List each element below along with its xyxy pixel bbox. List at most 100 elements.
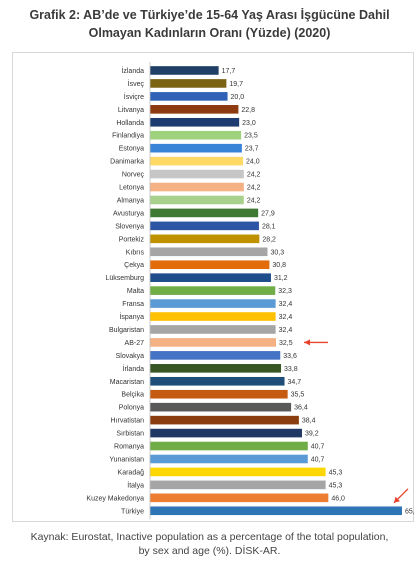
category-label-item-29: Romanya bbox=[114, 444, 144, 451]
highlight-arrow-item-34 bbox=[394, 496, 400, 503]
value-label-item-24: 34,7 bbox=[288, 379, 302, 386]
bar-item-30 bbox=[150, 454, 308, 464]
value-label-item-16: 31,2 bbox=[274, 275, 288, 282]
bar-item-2 bbox=[150, 92, 228, 101]
value-label-item-3: 22,8 bbox=[241, 107, 255, 114]
category-label-item-30: Yunanistan bbox=[109, 456, 144, 463]
bar-item-28 bbox=[150, 428, 302, 438]
bar-item-9 bbox=[150, 182, 244, 192]
category-label-item-9: Letonya bbox=[119, 185, 144, 192]
value-label-item-19: 32,4 bbox=[279, 314, 293, 321]
bar-item-25 bbox=[150, 389, 288, 399]
category-label-item-6: Estonya bbox=[119, 146, 144, 153]
bar-item-7 bbox=[150, 156, 244, 166]
value-label-item-0: 17,7 bbox=[222, 68, 236, 75]
bar-item-21 bbox=[150, 338, 276, 347]
highlight-arrow-item-21 bbox=[304, 339, 310, 346]
value-label-item-12: 28,1 bbox=[262, 223, 276, 230]
value-label-item-32: 45,3 bbox=[329, 482, 343, 489]
bar-item-22 bbox=[150, 351, 281, 360]
category-label-item-23: İrlanda bbox=[123, 364, 145, 373]
bar-item-18 bbox=[150, 299, 276, 308]
category-label-item-19: İspanya bbox=[119, 312, 144, 321]
source-line-2: by sex and age (%). DİSK-AR. bbox=[138, 545, 281, 557]
bar-item-11 bbox=[150, 208, 259, 218]
chart-frame bbox=[12, 52, 414, 522]
value-label-item-21: 32,5 bbox=[279, 340, 293, 347]
value-label-item-9: 24,2 bbox=[247, 185, 261, 192]
value-label-item-18: 32,4 bbox=[279, 301, 293, 308]
bar-item-31 bbox=[150, 467, 326, 477]
value-label-item-22: 33,6 bbox=[283, 353, 297, 360]
bar-item-17 bbox=[150, 286, 276, 295]
value-label-item-6: 23,7 bbox=[245, 146, 259, 153]
source-line-1: Kaynak: Eurostat, Inactive population as… bbox=[30, 531, 389, 543]
value-label-item-20: 32,4 bbox=[279, 327, 293, 334]
source-note: Kaynak: Eurostat, Inactive population as… bbox=[0, 530, 419, 558]
value-label-item-2: 20,0 bbox=[231, 94, 245, 101]
category-label-item-34: Türkiye bbox=[121, 508, 144, 515]
category-label-item-4: Hollanda bbox=[116, 120, 144, 127]
category-label-item-25: Belçika bbox=[121, 392, 144, 399]
value-label-item-17: 32,3 bbox=[278, 288, 292, 295]
value-label-item-31: 45,3 bbox=[329, 469, 343, 476]
value-label-item-33: 46,0 bbox=[331, 495, 345, 502]
bar-item-20 bbox=[150, 325, 276, 334]
category-label-item-28: Sırbistan bbox=[116, 431, 144, 438]
bar-item-4 bbox=[150, 117, 240, 127]
chart-title-line-2: Olmayan Kadınların Oranı (Yüzde) (2020) bbox=[88, 26, 331, 40]
value-label-item-34: 65,0 bbox=[405, 508, 414, 515]
bar-item-33 bbox=[150, 493, 329, 503]
category-label-item-33: Kuzey Makedonya bbox=[86, 495, 144, 502]
bar-chart: İzlanda 17,7 İsveç 19,7 İsviçre 20,0 Litvanya 2… bbox=[86, 62, 414, 520]
value-label-item-11: 27,9 bbox=[261, 210, 275, 217]
bar-item-5 bbox=[150, 130, 242, 140]
category-label-item-20: Bulgaristan bbox=[109, 327, 144, 334]
value-label-item-27: 38,4 bbox=[302, 418, 316, 425]
bar-item-12 bbox=[150, 221, 259, 231]
bar-item-13 bbox=[150, 234, 260, 244]
bar-item-6 bbox=[150, 143, 242, 153]
category-label-item-11: Avusturya bbox=[113, 210, 144, 217]
value-label-item-25: 35,5 bbox=[291, 392, 305, 399]
bar-item-34 bbox=[150, 506, 402, 516]
bar-item-19 bbox=[150, 312, 276, 321]
bar-item-14 bbox=[150, 247, 268, 257]
category-label-item-21: AB-27 bbox=[125, 340, 145, 347]
bar-item-10 bbox=[150, 195, 244, 205]
category-label-item-24: Macaristan bbox=[110, 379, 144, 386]
value-label-item-15: 30,8 bbox=[272, 262, 286, 269]
value-label-item-8: 24,2 bbox=[247, 172, 261, 179]
bar-item-16 bbox=[150, 273, 271, 282]
value-label-item-4: 23,0 bbox=[242, 120, 256, 127]
bar-item-29 bbox=[150, 441, 308, 451]
bar-item-26 bbox=[150, 402, 292, 412]
category-label-item-8: Norveç bbox=[122, 172, 145, 179]
value-label-item-7: 24,0 bbox=[246, 159, 260, 166]
category-label-item-31: Karadağ bbox=[118, 469, 145, 476]
category-label-item-26: Polonya bbox=[119, 405, 144, 412]
bar-item-8 bbox=[150, 169, 244, 179]
category-label-item-17: Malta bbox=[127, 288, 144, 295]
value-label-item-23: 33,8 bbox=[284, 366, 298, 373]
value-label-item-13: 28,2 bbox=[262, 236, 276, 243]
category-label-item-32: İtalya bbox=[127, 480, 144, 489]
bar-item-15 bbox=[150, 260, 270, 270]
bar-item-27 bbox=[150, 415, 299, 425]
category-label-item-3: Litvanya bbox=[118, 107, 144, 114]
value-label-item-30: 40,7 bbox=[311, 456, 325, 463]
bar-item-32 bbox=[150, 480, 326, 490]
value-label-item-14: 30,3 bbox=[270, 249, 284, 256]
bar-item-1 bbox=[150, 79, 227, 88]
category-label-item-12: Slovenya bbox=[115, 223, 144, 230]
category-label-item-0: İzlanda bbox=[121, 66, 144, 75]
category-label-item-1: İsveç bbox=[128, 79, 145, 88]
value-label-item-29: 40,7 bbox=[311, 444, 325, 451]
bar-item-3 bbox=[150, 105, 239, 114]
chart-title: Grafik 2: AB’de ve Türkiye’de 15-64 Yaş … bbox=[0, 6, 419, 42]
category-label-item-22: Slovakya bbox=[116, 353, 145, 360]
bar-item-24 bbox=[150, 376, 285, 386]
category-label-item-27: Hırvatistan bbox=[111, 418, 145, 425]
value-label-item-26: 36,4 bbox=[294, 405, 308, 412]
category-label-item-16: Lüksemburg bbox=[105, 275, 144, 282]
